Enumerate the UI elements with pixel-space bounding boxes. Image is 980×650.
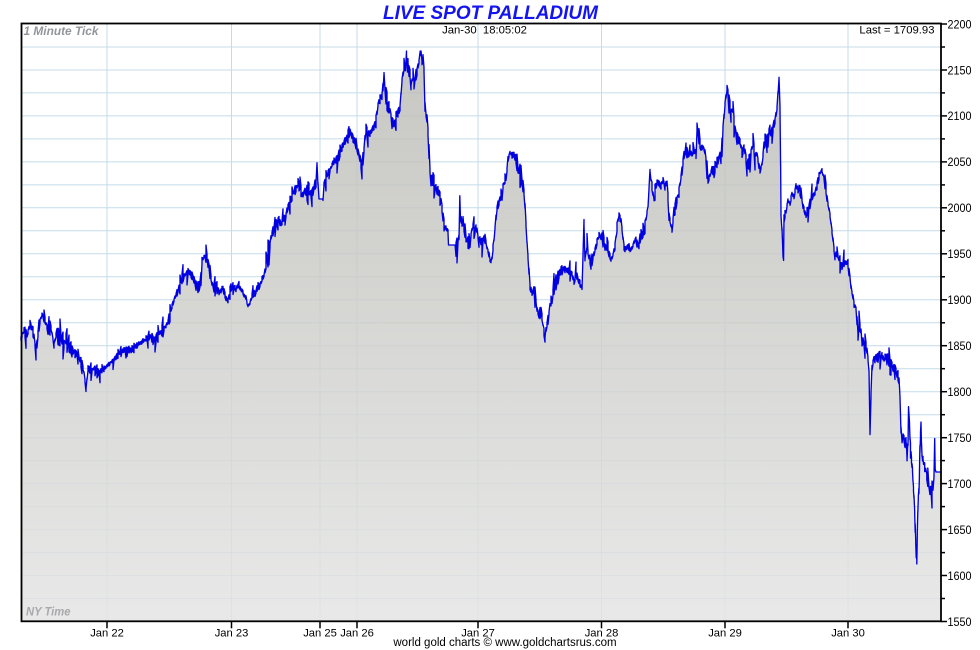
svg-text:1600: 1600 <box>948 569 972 583</box>
svg-text:2000: 2000 <box>948 201 972 215</box>
svg-text:NY Time: NY Time <box>26 607 71 619</box>
svg-text:1700: 1700 <box>948 477 972 491</box>
svg-text:Jan 23: Jan 23 <box>215 628 249 640</box>
svg-text:1 Minute Tick: 1 Minute Tick <box>24 24 100 38</box>
svg-text:2200: 2200 <box>948 17 972 31</box>
svg-text:1900: 1900 <box>948 293 972 307</box>
svg-text:LIVE SPOT PALLADIUM: LIVE SPOT PALLADIUM <box>383 3 599 24</box>
svg-text:Jan 26: Jan 26 <box>340 628 374 640</box>
svg-text:1550: 1550 <box>948 615 972 629</box>
svg-text:world gold charts © www.goldch: world gold charts © www.goldchartsrus.co… <box>392 637 616 649</box>
svg-text:2150: 2150 <box>948 63 972 77</box>
svg-text:Jan 30: Jan 30 <box>831 628 865 640</box>
svg-text:2050: 2050 <box>948 155 972 169</box>
svg-text:Jan 29: Jan 29 <box>708 628 742 640</box>
svg-text:1650: 1650 <box>948 523 972 537</box>
svg-text:1800: 1800 <box>948 385 972 399</box>
svg-text:1750: 1750 <box>948 431 972 445</box>
svg-text:Jan 25: Jan 25 <box>303 628 337 640</box>
svg-text:Jan 28: Jan 28 <box>585 628 619 640</box>
svg-text:Jan 22: Jan 22 <box>90 628 124 640</box>
svg-text:Jan 27: Jan 27 <box>461 628 495 640</box>
svg-text:2100: 2100 <box>948 109 972 123</box>
svg-text:1850: 1850 <box>948 339 972 353</box>
svg-text:Last = 1709.93: Last = 1709.93 <box>859 25 934 37</box>
svg-text:1950: 1950 <box>948 247 972 261</box>
svg-text:Jan-30 18:05:02: Jan-30 18:05:02 <box>442 25 527 37</box>
